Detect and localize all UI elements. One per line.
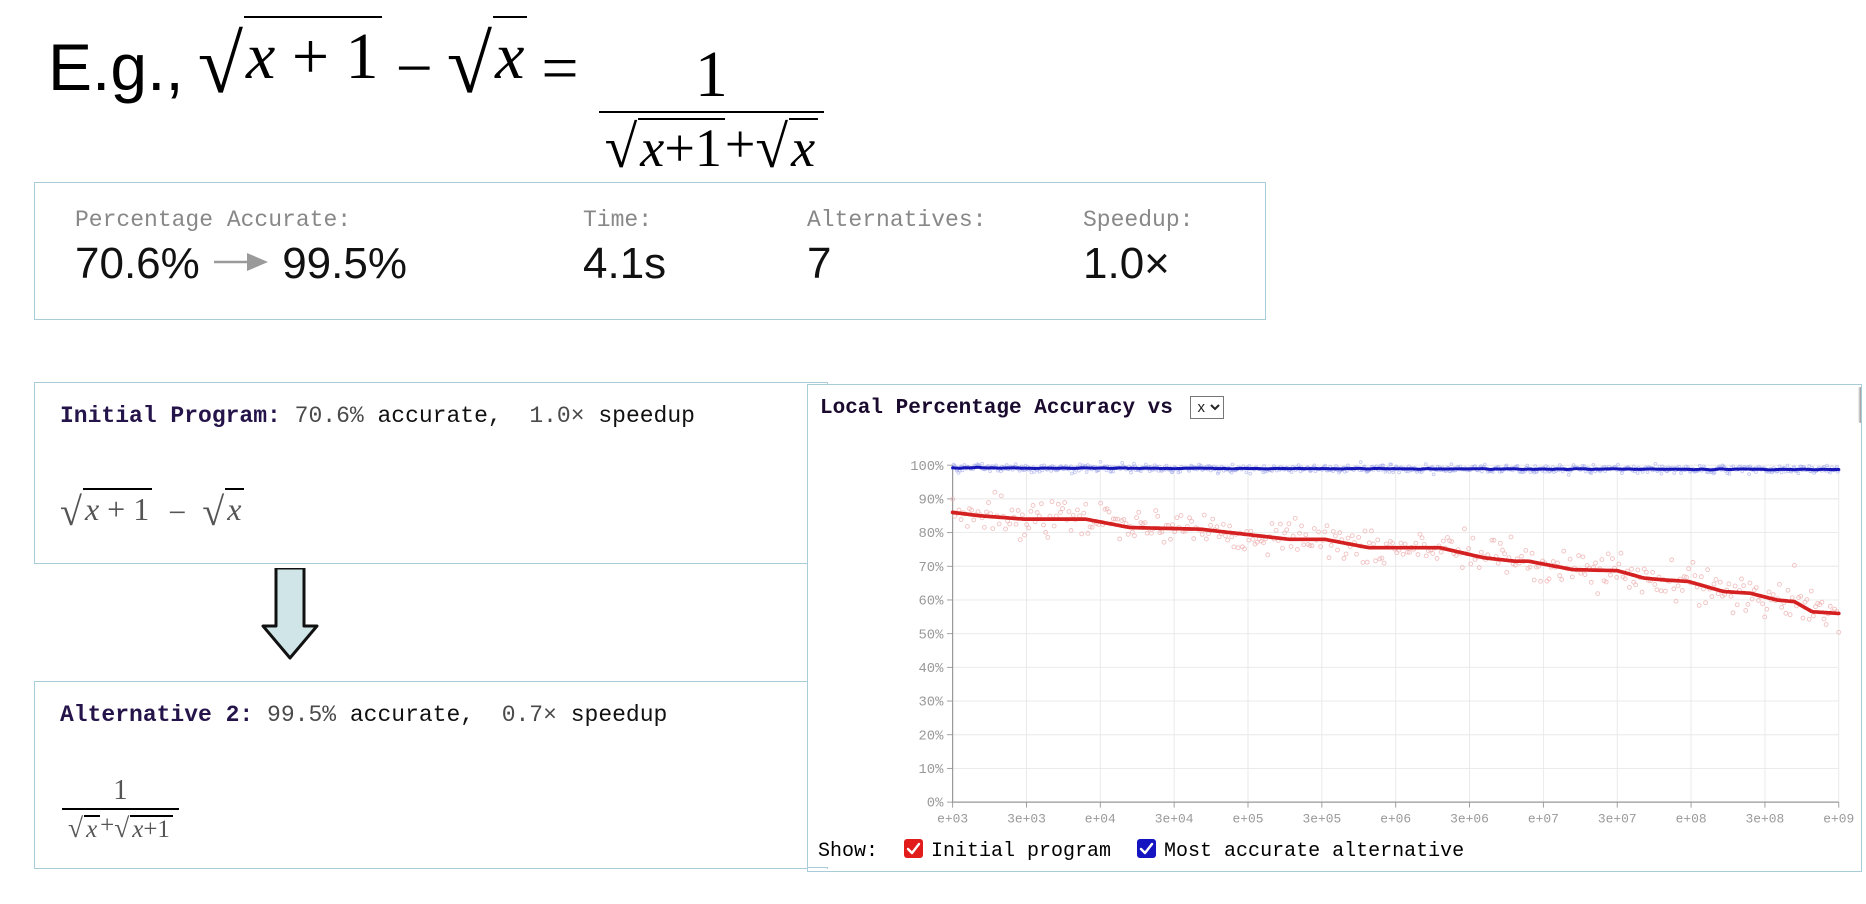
svg-text:e+04: e+04 [1085, 811, 1116, 826]
svg-text:70%: 70% [918, 560, 944, 576]
svg-text:3e+05: 3e+05 [1302, 811, 1341, 826]
svg-text:3e+08: 3e+08 [1746, 811, 1785, 826]
svg-text:e+05: e+05 [1233, 811, 1264, 826]
svg-text:60%: 60% [918, 594, 944, 610]
svg-text:e+08: e+08 [1676, 811, 1707, 826]
svg-text:30%: 30% [918, 695, 944, 711]
svg-text:e+06: e+06 [1380, 811, 1411, 826]
svg-text:10%: 10% [918, 762, 944, 778]
svg-text:90%: 90% [918, 493, 944, 509]
svg-text:40%: 40% [918, 661, 944, 677]
svg-text:e+09: e+09 [1823, 811, 1854, 826]
svg-text:e+03: e+03 [937, 811, 968, 826]
svg-text:20%: 20% [918, 728, 944, 744]
svg-text:3e+07: 3e+07 [1598, 811, 1637, 826]
svg-text:50%: 50% [918, 627, 944, 643]
svg-text:3e+06: 3e+06 [1450, 811, 1489, 826]
svg-text:3e+03: 3e+03 [1007, 811, 1046, 826]
svg-text:3e+04: 3e+04 [1155, 811, 1194, 826]
svg-text:100%: 100% [910, 459, 944, 475]
svg-text:80%: 80% [918, 526, 944, 542]
svg-text:e+07: e+07 [1528, 811, 1559, 826]
svg-text:0%: 0% [927, 796, 944, 812]
